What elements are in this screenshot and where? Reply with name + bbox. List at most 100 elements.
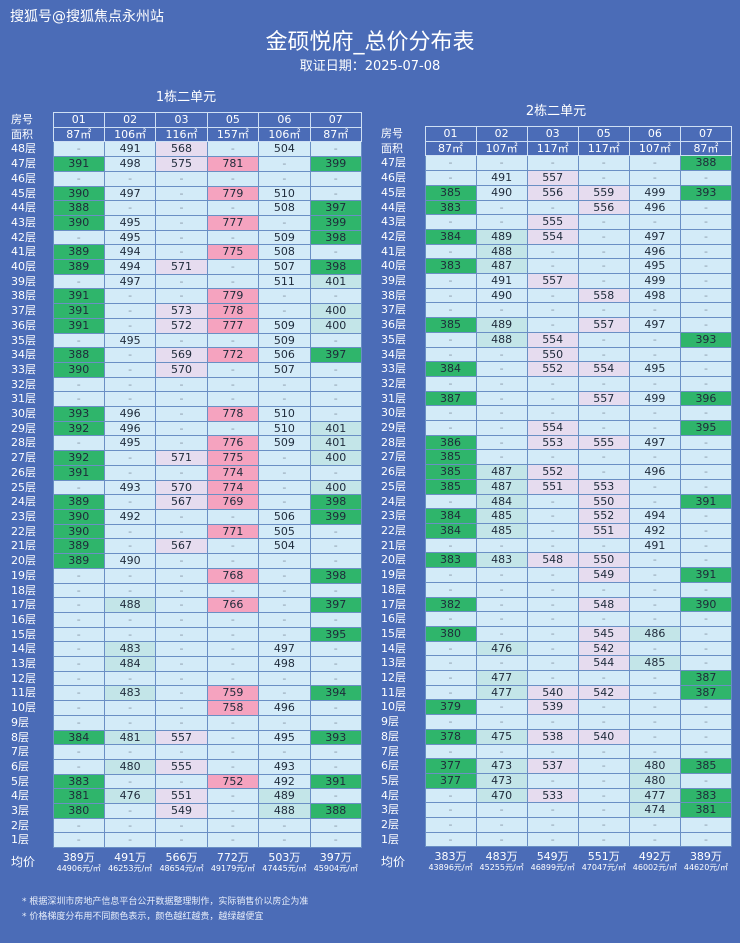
price-cell: - bbox=[309, 656, 363, 672]
price-cell: - bbox=[52, 391, 105, 408]
floor-row: 42层 384 489 554-497- bbox=[380, 228, 733, 245]
price-cell: - bbox=[309, 788, 363, 805]
page-title: 金硕悦府_总价分布表 bbox=[265, 30, 475, 55]
floor-label: 24层 bbox=[10, 494, 53, 510]
row-label: 均价 bbox=[10, 847, 53, 875]
floor-row: 17层 382- -548-390 bbox=[380, 596, 733, 613]
price-cell: 554 bbox=[526, 420, 579, 436]
floor-label: 32层 bbox=[10, 377, 53, 392]
price-cell: - bbox=[155, 714, 208, 731]
price-cell: 495 bbox=[103, 332, 157, 349]
price-cell: - bbox=[475, 214, 528, 230]
price-cell: - bbox=[206, 273, 260, 290]
price-cell: 388 bbox=[52, 347, 105, 363]
watermark: 搜狐号@搜狐焦点永州站 bbox=[10, 9, 164, 25]
price-cell: - bbox=[475, 346, 528, 363]
floor-label: 45层 bbox=[380, 185, 425, 201]
price-cell: - bbox=[52, 435, 105, 452]
price-cell: - bbox=[628, 155, 681, 172]
price-cell: - bbox=[206, 170, 260, 187]
price-cell: - bbox=[679, 273, 733, 289]
price-cell: 393 bbox=[679, 331, 733, 348]
price-cell: - bbox=[155, 185, 208, 202]
average-unit-price: 46899元/㎡ bbox=[530, 863, 575, 873]
unit-area-cell: 87㎡ bbox=[424, 140, 477, 157]
price-cell: - bbox=[577, 405, 630, 422]
price-cell: 556 bbox=[526, 184, 579, 201]
price-cell: 510 bbox=[258, 406, 311, 422]
price-cell: 385 bbox=[424, 449, 477, 466]
price-cell: 391 bbox=[52, 303, 105, 319]
price-cell: - bbox=[679, 375, 733, 392]
price-cell: 398 bbox=[309, 567, 363, 584]
floor-label: 11层 bbox=[10, 685, 53, 701]
price-cell: 485 bbox=[475, 522, 528, 539]
price-cell: 480 bbox=[628, 758, 681, 774]
floor-label: 29层 bbox=[380, 420, 425, 436]
floor-row: 46层 -491 557- - - bbox=[380, 170, 733, 186]
price-cell: 391 bbox=[52, 288, 105, 305]
price-cell: - bbox=[103, 200, 157, 216]
floor-label: 1层 bbox=[10, 832, 53, 848]
floor-row: 33层 384-552 554 495- bbox=[380, 361, 733, 377]
price-cell: - bbox=[309, 758, 363, 775]
price-cell: - bbox=[206, 744, 260, 760]
price-cell: 491 bbox=[475, 170, 528, 186]
price-cell: 542 bbox=[577, 640, 630, 657]
note-source: * 根据深圳市房地产信息平台公开数据整理制作，实际销售价以房企为准 bbox=[22, 897, 309, 907]
price-cell: - bbox=[628, 817, 681, 833]
price-cell: - bbox=[679, 243, 733, 260]
floor-row: 45层 385 490 556 559 499 393 bbox=[380, 184, 733, 201]
price-cell: - bbox=[424, 684, 477, 701]
price-cell: - bbox=[309, 670, 363, 687]
price-cell: 396 bbox=[679, 390, 733, 407]
price-cell: 476 bbox=[103, 788, 157, 805]
price-cell: 481 bbox=[103, 729, 157, 746]
price-cell: - bbox=[475, 155, 528, 172]
price-cell: 488 bbox=[475, 331, 528, 348]
floor-row: 18层 - - - - - - bbox=[380, 581, 733, 598]
average-total: 492万 bbox=[638, 850, 671, 864]
floor-label: 18层 bbox=[10, 583, 53, 598]
price-cell: - bbox=[103, 303, 157, 319]
price-cell: - bbox=[424, 655, 477, 672]
price-cell: 504 bbox=[258, 141, 311, 158]
price-cell: - bbox=[679, 464, 733, 480]
price-cell: - bbox=[258, 582, 311, 599]
price-cell: 485 bbox=[475, 508, 528, 524]
price-cell: 495 bbox=[628, 361, 681, 377]
price-cell: 551 bbox=[526, 478, 579, 495]
floor-label: 21层 bbox=[10, 538, 53, 554]
price-cell: 379 bbox=[424, 699, 477, 716]
price-cell: - bbox=[155, 553, 208, 569]
price-cell: - bbox=[679, 287, 733, 304]
price-cell: 391 bbox=[52, 317, 105, 334]
floor-label: 12层 bbox=[380, 670, 425, 686]
floor-label: 25层 bbox=[380, 479, 425, 495]
floor-row: 6层 -480 555-493- bbox=[10, 758, 363, 775]
average-unit-price: 46253元/㎡ bbox=[108, 864, 153, 874]
price-cell: 489 bbox=[475, 317, 528, 333]
floor-row: 44层 383- -556 496- bbox=[380, 199, 733, 216]
price-cell: 394 bbox=[309, 685, 363, 702]
floor-row: 19层 - - -768-398 bbox=[10, 567, 363, 584]
floor-row: 11层 -477 540 542-387 bbox=[380, 684, 733, 701]
price-cell: - bbox=[258, 214, 311, 231]
price-cell: 399 bbox=[309, 214, 363, 231]
price-cell: - bbox=[475, 567, 528, 583]
price-cell: - bbox=[475, 390, 528, 407]
average-unit-price: 49179元/㎡ bbox=[210, 864, 255, 874]
price-cell: - bbox=[206, 361, 260, 378]
price-cell: - bbox=[155, 567, 208, 584]
price-cell: - bbox=[526, 375, 579, 392]
price-cell: - bbox=[526, 831, 579, 848]
price-cell: 571 bbox=[155, 259, 208, 275]
floor-label: 40层 bbox=[10, 259, 53, 275]
floor-row: 6层 377 473 537-480 385 bbox=[380, 758, 733, 774]
floor-row: 25层 385 487 551 553- - bbox=[380, 478, 733, 495]
price-cell: - bbox=[309, 361, 363, 378]
price-cell: 511 bbox=[258, 273, 311, 290]
price-cell: - bbox=[309, 553, 363, 569]
floor-label: 33层 bbox=[10, 362, 53, 378]
floor-row: 21层 389-567-504- bbox=[10, 538, 363, 555]
